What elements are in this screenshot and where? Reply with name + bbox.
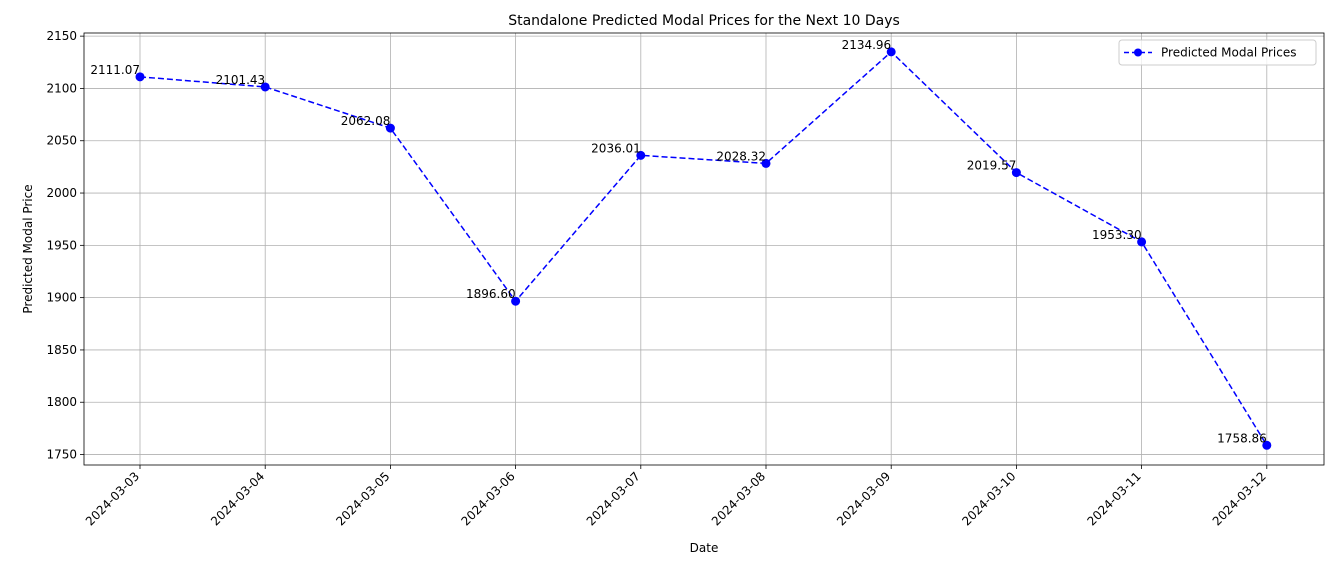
x-tick-label: 2024-03-05 xyxy=(333,469,392,528)
data-point-marker xyxy=(761,158,771,168)
y-tick-label: 2100 xyxy=(46,81,77,95)
data-point-marker xyxy=(260,82,270,92)
legend-frame xyxy=(1118,39,1317,66)
data-point-marker xyxy=(135,72,145,82)
data-point-label: 2019.57 xyxy=(967,159,1017,173)
data-point-marker xyxy=(385,123,395,133)
legend-entry-label: Predicted Modal Prices xyxy=(1161,46,1297,60)
data-label-layer: 2111.07 2101.43 2062.08 1896.60 2036.01 2028.… xyxy=(90,38,1266,445)
x-axis-label: Date xyxy=(690,541,719,555)
data-point-label: 2062.08 xyxy=(341,114,391,128)
x-tick-label: 2024-03-12 xyxy=(1210,469,1269,528)
series-line xyxy=(139,50,1268,446)
data-point-marker xyxy=(886,47,896,57)
data-point-label: 1758.86 xyxy=(1217,431,1267,445)
data-point-label: 2111.07 xyxy=(90,63,140,77)
y-tick-label: 2000 xyxy=(46,186,77,200)
grid xyxy=(84,33,1324,465)
x-tick-label: 2024-03-07 xyxy=(584,469,643,528)
y-axis-label: Predicted Modal Price xyxy=(21,184,35,313)
x-tick-label: 2024-03-08 xyxy=(709,469,768,528)
y-tick-label: 2150 xyxy=(46,29,77,43)
x-tick-label: 2024-03-06 xyxy=(459,469,518,528)
data-point-marker xyxy=(636,150,646,160)
data-point-label: 2101.43 xyxy=(216,73,266,87)
y-tick-label: 2050 xyxy=(46,134,77,148)
y-tick-label: 1900 xyxy=(46,291,77,305)
legend: Predicted Modal Prices xyxy=(1118,39,1317,66)
data-point-label: 2036.01 xyxy=(591,141,641,155)
x-tick-label: 2024-03-09 xyxy=(834,469,893,528)
x-tick-label: 2024-03-10 xyxy=(959,469,1018,528)
data-point-label: 1896.60 xyxy=(466,287,516,301)
y-tick-label: 1950 xyxy=(46,238,77,252)
data-point-label: 1953.30 xyxy=(1092,228,1142,242)
plot-area-frame xyxy=(83,32,1325,466)
data-point-label: 2028.32 xyxy=(716,149,766,163)
chart-title: Standalone Predicted Modal Prices for th… xyxy=(508,13,900,29)
data-point-label: 2134.96 xyxy=(842,38,892,52)
marker-layer xyxy=(135,47,1272,450)
x-tick-label: 2024-03-04 xyxy=(208,469,267,528)
x-tick-label: 2024-03-11 xyxy=(1085,469,1144,528)
y-tick-label: 1800 xyxy=(46,395,77,409)
y-tick-label: 1750 xyxy=(46,448,77,462)
x-tick-label: 2024-03-03 xyxy=(83,469,142,528)
legend-marker xyxy=(1134,48,1142,57)
x-axis-ticks: 2024-03-03 2024-03-04 2024-03-05 2024-03-06… xyxy=(83,465,1269,528)
data-point-marker xyxy=(1011,168,1021,178)
y-axis-ticks: 1750 1800 1850 1900 1950 2000 2050 2100 2150 xyxy=(46,29,84,462)
series-line-layer xyxy=(139,50,1268,446)
data-point-marker xyxy=(1137,237,1147,247)
y-tick-label: 1850 xyxy=(46,343,77,357)
data-point-marker xyxy=(511,296,521,306)
data-point-marker xyxy=(1262,440,1272,450)
